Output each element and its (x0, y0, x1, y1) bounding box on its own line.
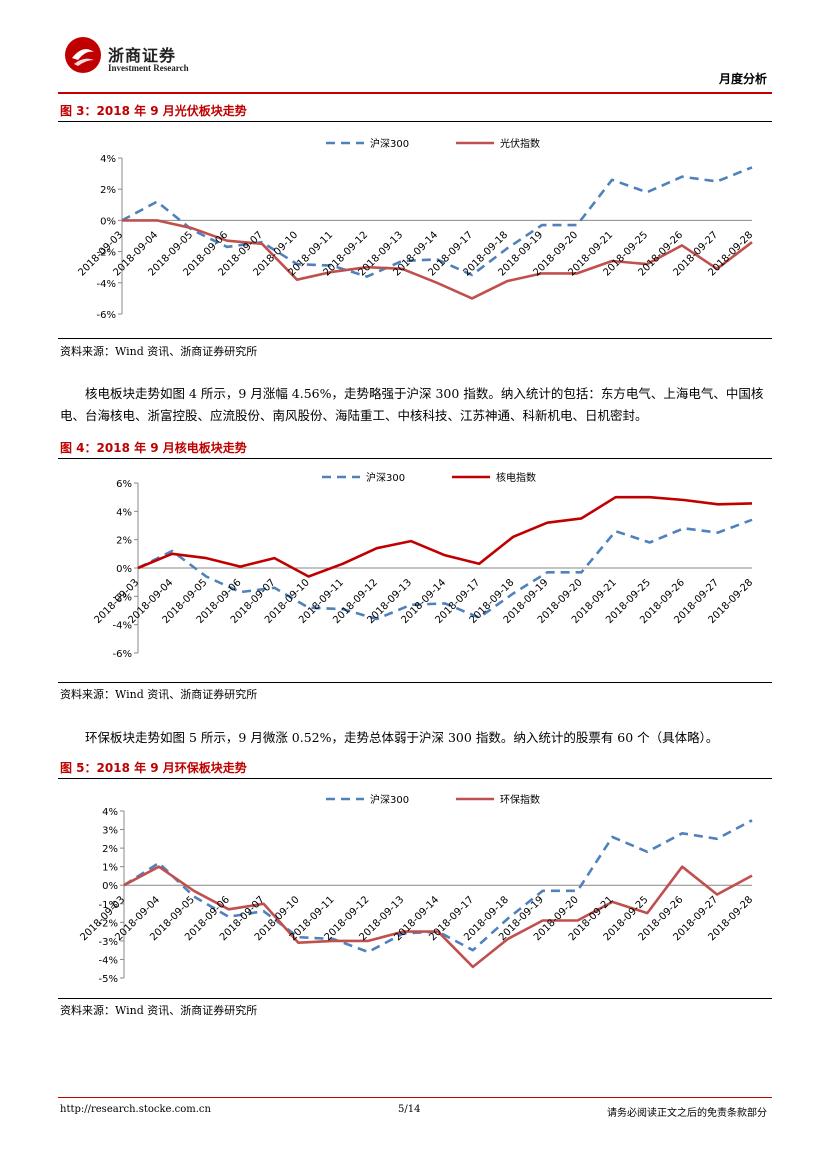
legend-label-sector: 核电指数 (496, 471, 536, 484)
figure-5-source: 资料来源：Wind 资讯、浙商证券研究所 (60, 1004, 258, 1017)
y-tick-label: 0% (102, 881, 118, 892)
y-tick-label: -1% (99, 900, 118, 911)
y-tick-label: 0% (116, 564, 132, 575)
figure-4-bottom-rule (58, 682, 772, 683)
figure-4-title: 图 4：2018 年 9 月核电板块走势 (60, 441, 247, 455)
figure-5-bottom-rule (58, 998, 772, 999)
series-line-sector (122, 219, 753, 300)
figure-3-top-rule (58, 121, 772, 122)
figure-5-title: 图 5：2018 年 9 月环保板块走势 (60, 761, 247, 775)
y-tick-label: -2% (99, 918, 118, 929)
y-tick-label: -2% (113, 592, 132, 603)
y-tick-label: -5% (99, 974, 118, 985)
figure-4-source: 资料来源：Wind 资讯、浙商证券研究所 (60, 688, 258, 701)
series-line-hs300 (123, 819, 753, 954)
y-tick-label: 1% (102, 863, 118, 874)
figure-4-chart: 6%4%2%0%-2%-4%-6%2018-09-032018-09-04201… (92, 471, 755, 660)
company-logo-icon (65, 37, 101, 73)
body-paragraph-environmental: 环保板块走势如图 5 所示，9 月微涨 0.52%，走势总体弱于沪深 300 指… (85, 730, 719, 745)
report-type-label: 月度分析 (718, 72, 767, 86)
legend-label-sector: 光伏指数 (500, 137, 540, 150)
y-tick-label: -6% (113, 649, 132, 660)
series-line-hs300 (121, 166, 753, 278)
figure-3-source: 资料来源：Wind 资讯、浙商证券研究所 (60, 345, 258, 358)
footer-disclaimer: 请务必阅读正文之后的免责条款部分 (607, 1108, 767, 1119)
figure-3-title: 图 3：2018 年 9 月光伏板块走势 (60, 104, 247, 118)
y-tick-label: 2% (100, 185, 116, 196)
legend-label-hs300: 沪深300 (370, 137, 409, 150)
footer-url-link[interactable]: http://research.stocke.com.cn (60, 1104, 211, 1115)
y-tick-label: -3% (99, 937, 118, 948)
y-tick-label: 2% (102, 844, 118, 855)
y-tick-label: -4% (99, 955, 118, 966)
y-tick-label: -4% (97, 279, 116, 290)
page-number: 5/14 (398, 1104, 421, 1115)
y-tick-label: 3% (102, 826, 118, 837)
header-divider (58, 92, 772, 94)
figure-3-bottom-rule (58, 338, 772, 339)
series-line-hs300 (137, 518, 753, 621)
y-tick-label: 4% (116, 507, 132, 518)
y-tick-label: -6% (97, 310, 116, 321)
figure-5-top-rule (58, 778, 772, 779)
logo-chinese-name: 浙商证券 (108, 46, 177, 65)
footer-divider (58, 1097, 772, 1098)
series-line-sector (123, 865, 753, 969)
y-tick-label: -4% (113, 621, 132, 632)
y-tick-label: 0% (100, 216, 116, 227)
legend-label-hs300: 沪深300 (366, 471, 405, 484)
legend-label-sector: 环保指数 (500, 793, 540, 806)
y-tick-label: -2% (97, 248, 116, 259)
figure-5-chart: 4%3%2%1%0%-1%-2%-3%-4%-5%2018-09-032018-… (78, 793, 755, 985)
y-tick-label: 2% (116, 536, 132, 547)
series-line-sector (137, 495, 753, 578)
y-tick-label: 4% (100, 154, 116, 165)
figure-4-top-rule (58, 458, 772, 459)
logo-english-name: Investment Research (108, 63, 189, 73)
legend-label-hs300: 沪深300 (370, 793, 409, 806)
y-tick-label: 6% (116, 479, 132, 490)
figure-3-chart: 4%2%0%-2%-4%-6%2018-09-032018-09-042018-… (76, 137, 755, 321)
y-tick-label: 4% (102, 807, 118, 818)
body-paragraph-nuclear: 核电板块走势如图 4 所示，9 月涨幅 4.56%，走势略强于沪深 300 指数… (60, 386, 764, 423)
